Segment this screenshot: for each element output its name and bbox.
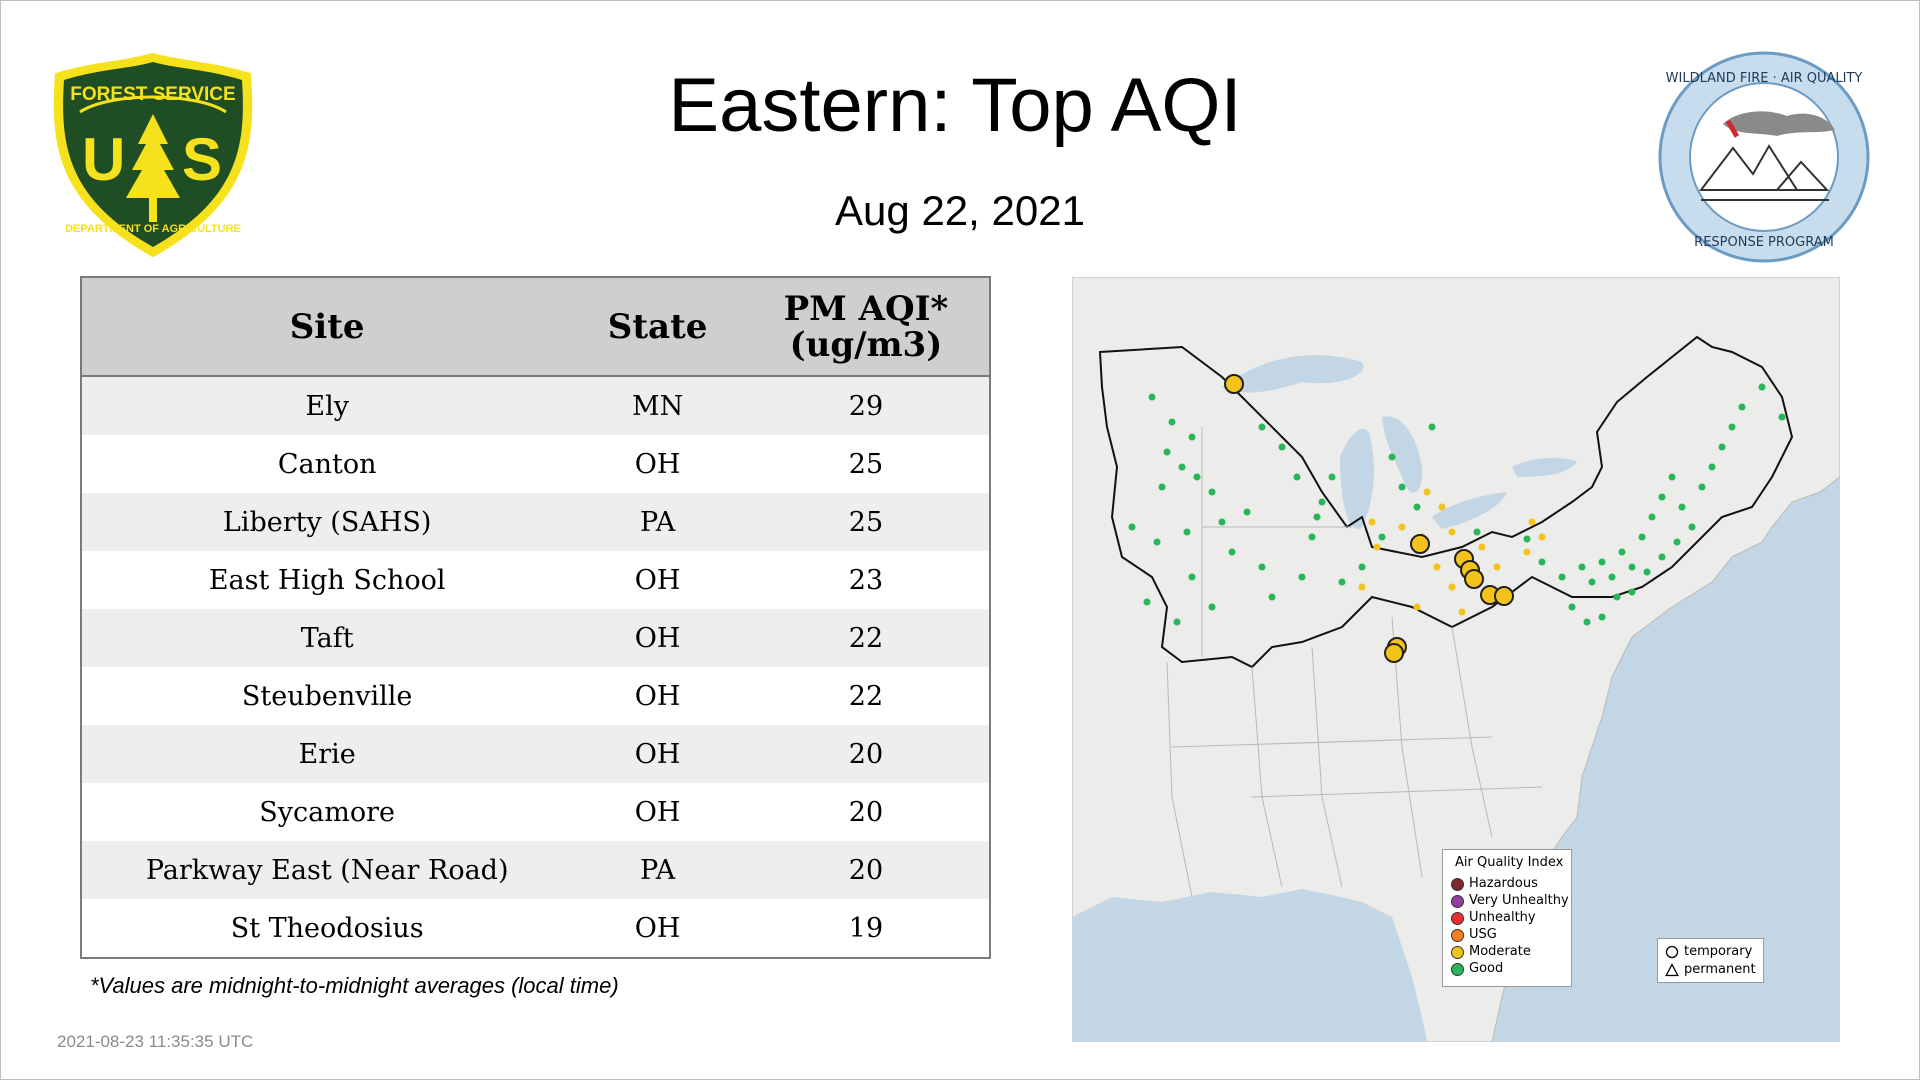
legend-item: temporary (1665, 943, 1752, 960)
table-row: East High School OH 23 (81, 551, 990, 609)
cell-value: 25 (742, 435, 990, 493)
cell-value: 19 (742, 899, 990, 958)
cell-value: 20 (742, 783, 990, 841)
cell-state: PA (572, 493, 743, 551)
forest-service-bottom-text: DEPARTMENT OF AGRICULTURE (65, 223, 241, 235)
table-row: Erie OH 20 (81, 725, 990, 783)
legend-item: USG (1451, 927, 1497, 943)
wildland-top-text: WILDLAND FIRE · AIR QUALITY (1666, 71, 1863, 86)
table-row: Ely MN 29 (81, 376, 990, 435)
column-header-pm-aqi: PM AQI* (ug/m3) (742, 277, 990, 377)
table-row: St Theodosius OH 19 (81, 899, 990, 958)
region-boundary (1098, 335, 1794, 669)
cell-site: Liberty (SAHS) (81, 493, 573, 551)
good-swatch-icon (1451, 962, 1464, 976)
cell-site: Parkway East (Near Road) (81, 841, 573, 899)
gulf-water (1072, 889, 1427, 1042)
cell-site: Erie (81, 725, 573, 783)
cell-state: OH (572, 725, 743, 783)
wildland-fire-logo: WILDLAND FIRE · AIR QUALITY RESPONSE PRO… (1657, 50, 1871, 264)
legend-item: Good (1451, 961, 1503, 977)
legend-label: permanent (1684, 962, 1756, 977)
aqi-map-canvas (1072, 277, 1840, 1042)
forest-service-top-text: FOREST SERVICE (70, 84, 235, 105)
cell-state: OH (572, 667, 743, 725)
state-borders (1166, 427, 1543, 898)
table-row: Sycamore OH 20 (81, 783, 990, 841)
wildland-bottom-text: RESPONSE PROGRAM (1694, 235, 1834, 250)
cell-site: Canton (81, 435, 573, 493)
aqi-map (1072, 277, 1840, 1042)
good-monitor-dots (1128, 383, 1786, 626)
cell-value: 29 (742, 376, 990, 435)
cell-site: Sycamore (81, 783, 573, 841)
legend-item: Unhealthy (1451, 910, 1536, 926)
legend-title: Air Quality Index (1455, 855, 1564, 870)
legend-label: Hazardous (1469, 876, 1538, 891)
hazardous-swatch-icon (1451, 877, 1464, 891)
legend-label: temporary (1684, 944, 1753, 959)
svg-text:U: U (82, 126, 125, 193)
legend-item: Very Unhealthy (1451, 893, 1569, 909)
cell-state: PA (572, 841, 743, 899)
svg-text:S: S (182, 126, 222, 193)
legend-label: USG (1469, 927, 1497, 942)
cell-state: OH (572, 609, 743, 667)
usg-swatch-icon (1451, 928, 1464, 942)
forest-service-logo: FOREST SERVICE U S DEPARTMENT OF AGRICUL… (50, 52, 256, 258)
cell-state: OH (572, 551, 743, 609)
table-row: Taft OH 22 (81, 609, 990, 667)
legend-item: Hazardous (1451, 876, 1538, 892)
great-lakes (1222, 355, 1577, 529)
legend-label: Good (1469, 961, 1504, 976)
top-aqi-site-markers (1224, 374, 1514, 663)
table-row: Canton OH 25 (81, 435, 990, 493)
unhealthy-swatch-icon (1451, 911, 1464, 925)
legend-label: Moderate (1469, 944, 1531, 959)
column-header-state: State (572, 277, 743, 377)
legend-label: Unhealthy (1469, 910, 1536, 925)
cell-site: Taft (81, 609, 573, 667)
cell-site: East High School (81, 551, 573, 609)
cell-state: MN (572, 376, 743, 435)
footnote: *Values are midnight-to-midnight average… (90, 973, 619, 998)
top-aqi-table: Site State PM AQI* (ug/m3) Ely MN 29 Can… (80, 276, 991, 959)
table-row: Parkway East (Near Road) PA 20 (81, 841, 990, 899)
triangle-icon (1665, 962, 1679, 976)
cell-state: OH (572, 783, 743, 841)
column-header-pm-aqi-line1: PM AQI* (783, 288, 949, 329)
cell-value: 20 (742, 841, 990, 899)
cell-value: 20 (742, 725, 990, 783)
column-header-site: Site (81, 277, 573, 377)
cell-value: 22 (742, 609, 990, 667)
cell-value: 22 (742, 667, 990, 725)
column-header-pm-aqi-line2: (ug/m3) (789, 324, 943, 365)
cell-value: 25 (742, 493, 990, 551)
table-header-row: Site State PM AQI* (ug/m3) (81, 277, 990, 377)
cell-site: St Theodosius (81, 899, 573, 958)
generated-timestamp: 2021-08-23 11:35:35 UTC (57, 1032, 254, 1051)
cell-site: Ely (81, 376, 573, 435)
legend-item: permanent (1665, 961, 1756, 978)
table-row: Liberty (SAHS) PA 25 (81, 493, 990, 551)
cell-state: OH (572, 435, 743, 493)
cell-state: OH (572, 899, 743, 958)
monitor-type-legend: temporary permanent (1657, 938, 1764, 983)
table-row: Steubenville OH 22 (81, 667, 990, 725)
legend-label: Very Unhealthy (1469, 893, 1569, 908)
circle-icon (1665, 945, 1679, 958)
report-date: Aug 22, 2021 (835, 187, 1085, 234)
cell-value: 23 (742, 551, 990, 609)
cell-site: Steubenville (81, 667, 573, 725)
aqi-legend: Air Quality Index Hazardous Very Unhealt… (1442, 849, 1572, 987)
moderate-swatch-icon (1451, 945, 1464, 959)
moderate-monitor-dots (1358, 488, 1546, 616)
page-title: Eastern: Top AQI (668, 63, 1242, 148)
legend-item: Moderate (1451, 944, 1531, 960)
very-unhealthy-swatch-icon (1451, 894, 1464, 908)
